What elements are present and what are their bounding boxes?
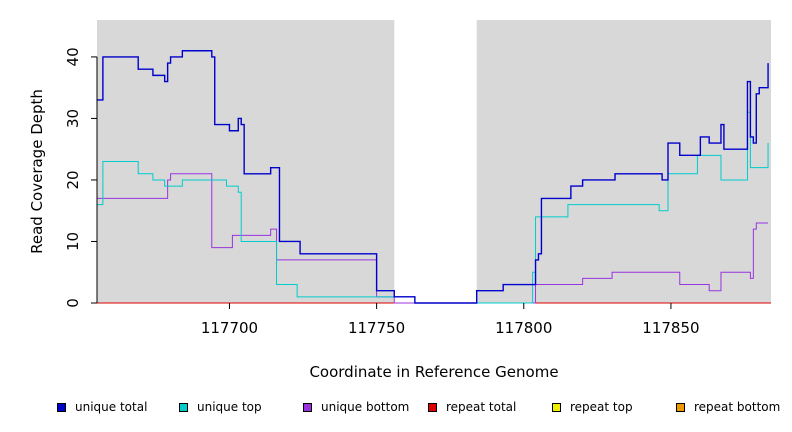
- legend-swatch: [676, 402, 685, 412]
- y-tick-label: 40: [64, 47, 82, 66]
- legend-item: repeat top: [552, 400, 633, 414]
- legend-swatch: [303, 402, 312, 412]
- series-line-unique-bottom: [97, 173, 769, 304]
- legend-label: unique top: [197, 400, 262, 414]
- y-tick-label: 10: [64, 232, 82, 251]
- legend-label: repeat top: [570, 400, 633, 414]
- axis-layer: 117700 117750 117800 117850 0 10 20 30 40: [64, 47, 700, 337]
- legend-label: repeat total: [446, 400, 517, 414]
- legend-item: unique bottom: [303, 400, 409, 414]
- legend-label: unique bottom: [321, 400, 410, 414]
- uncovered-gap-region: [394, 20, 477, 303]
- series-line-unique-total: [97, 50, 769, 304]
- legend-item: unique top: [179, 400, 262, 414]
- legend-label: unique total: [75, 400, 148, 414]
- legend: unique total unique top unique bottom repea…: [0, 400, 792, 420]
- legend-swatch: [552, 402, 561, 412]
- y-axis-title: Read Coverage Depth: [28, 89, 46, 254]
- legend-item: repeat total: [428, 400, 516, 414]
- x-axis-title: Coordinate in Reference Genome: [309, 363, 558, 381]
- y-tick-label: 30: [64, 109, 82, 128]
- x-tick-label: 117700: [201, 319, 258, 337]
- x-tick-label: 117800: [495, 319, 552, 337]
- x-tick-label: 117850: [642, 319, 699, 337]
- series-layer: [97, 50, 771, 304]
- legend-item: repeat bottom: [676, 400, 780, 414]
- y-tick-label: 0: [64, 298, 82, 308]
- legend-swatch: [57, 402, 66, 412]
- y-tick-label: 20: [64, 170, 82, 189]
- x-tick-label: 117750: [348, 319, 405, 337]
- legend-swatch: [179, 402, 188, 412]
- legend-item: unique total: [57, 400, 147, 414]
- legend-swatch: [428, 402, 437, 412]
- legend-label: repeat bottom: [694, 400, 781, 414]
